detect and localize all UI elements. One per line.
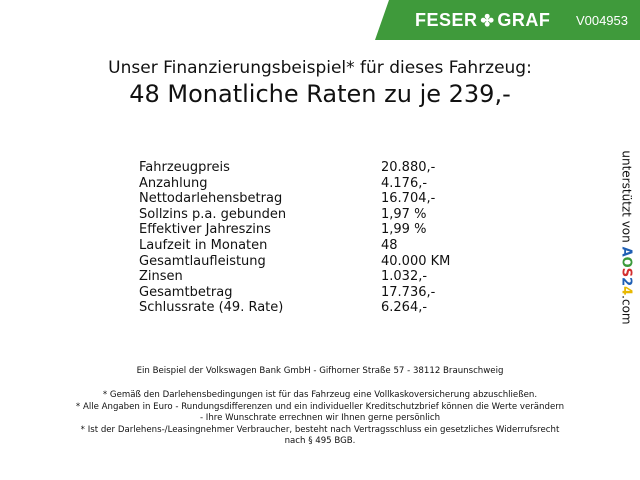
table-row: Gesamtlaufleistung 40.000 KM xyxy=(139,254,450,270)
table-row: Zinsen 1.032,- xyxy=(139,269,450,285)
table-row: Fahrzeugpreis 20.880,- xyxy=(139,160,450,176)
brand-logo: FESER ✤ GRAF xyxy=(415,10,550,31)
row-value: 48 xyxy=(381,237,398,253)
table-row: Schlussrate (49. Rate) 6.264,- xyxy=(139,300,450,316)
title-line2: 48 Monatliche Raten zu je 239,- xyxy=(129,80,511,108)
row-label: Fahrzeugpreis xyxy=(139,160,230,175)
table-row: Anzahlung 4.176,- xyxy=(139,176,450,192)
table-row: Effektiver Jahreszins 1,99 % xyxy=(139,222,450,238)
table-row: Nettodarlehensbetrag 16.704,- xyxy=(139,191,450,207)
row-label: Schlussrate (49. Rate) xyxy=(139,300,284,316)
row-value: 40.000 KM xyxy=(381,253,451,269)
sponsor-label: unterstützt von AOS24.com xyxy=(612,150,636,332)
table-row: Laufzeit in Monaten 48 xyxy=(139,238,450,254)
row-label: Gesamtbetrag xyxy=(139,284,233,300)
sponsor-suffix: .com xyxy=(619,295,634,325)
row-label: Zinsen xyxy=(139,269,183,285)
row-label: Nettodarlehensbetrag xyxy=(139,191,283,207)
footnote-1: * Gemäß den Darlehensbedingungen ist für… xyxy=(102,390,538,400)
row-value: 1,97 % xyxy=(381,206,427,222)
bank-info: Ein Beispiel der Volkswagen Bank GmbH - … xyxy=(136,366,504,376)
row-value: 16.704,- xyxy=(381,191,436,207)
clover-icon: ✤ xyxy=(480,13,495,30)
row-value: 1,99 % xyxy=(381,222,427,238)
brand-left: FESER xyxy=(415,10,478,30)
row-value: 6.264,- xyxy=(381,300,428,316)
row-label: Effektiver Jahreszins xyxy=(139,222,271,238)
brand-banner: FESER ✤ GRAF V004953 xyxy=(375,0,640,40)
title-line1: Unser Finanzierungsbeispiel* für dieses … xyxy=(108,58,532,78)
row-value: 1.032,- xyxy=(381,269,428,285)
footnote-2b: - Ihre Wunschrate errechnen wir Ihnen ge… xyxy=(199,413,441,423)
row-value: 17.736,- xyxy=(381,284,436,300)
row-label: Anzahlung xyxy=(139,175,208,191)
brand-right: GRAF xyxy=(497,10,551,30)
footnote-3b: nach § 495 BGB. xyxy=(284,436,356,446)
row-value: 20.880,- xyxy=(381,160,436,175)
aos24-logo: AOS24 xyxy=(618,246,634,296)
footnote-2a: * Alle Angaben in Euro - Rundungsdiffere… xyxy=(75,402,565,412)
sponsor-prefix: unterstützt von xyxy=(619,150,634,243)
row-label: Gesamtlaufleistung xyxy=(139,253,266,269)
row-value: 4.176,- xyxy=(381,175,428,191)
table-row: Gesamtbetrag 17.736,- xyxy=(139,285,450,301)
finance-table: Fahrzeugpreis 20.880,- Anzahlung 4.176,- Net… xyxy=(139,160,450,316)
row-label: Sollzins p.a. gebunden xyxy=(139,206,287,222)
vehicle-id: V004953 xyxy=(575,13,628,28)
footnote-3a: * Ist der Darlehens-/Leasingnehmer Verbr… xyxy=(80,425,560,435)
row-label: Laufzeit in Monaten xyxy=(139,237,268,253)
table-row: Sollzins p.a. gebunden 1,97 % xyxy=(139,207,450,223)
